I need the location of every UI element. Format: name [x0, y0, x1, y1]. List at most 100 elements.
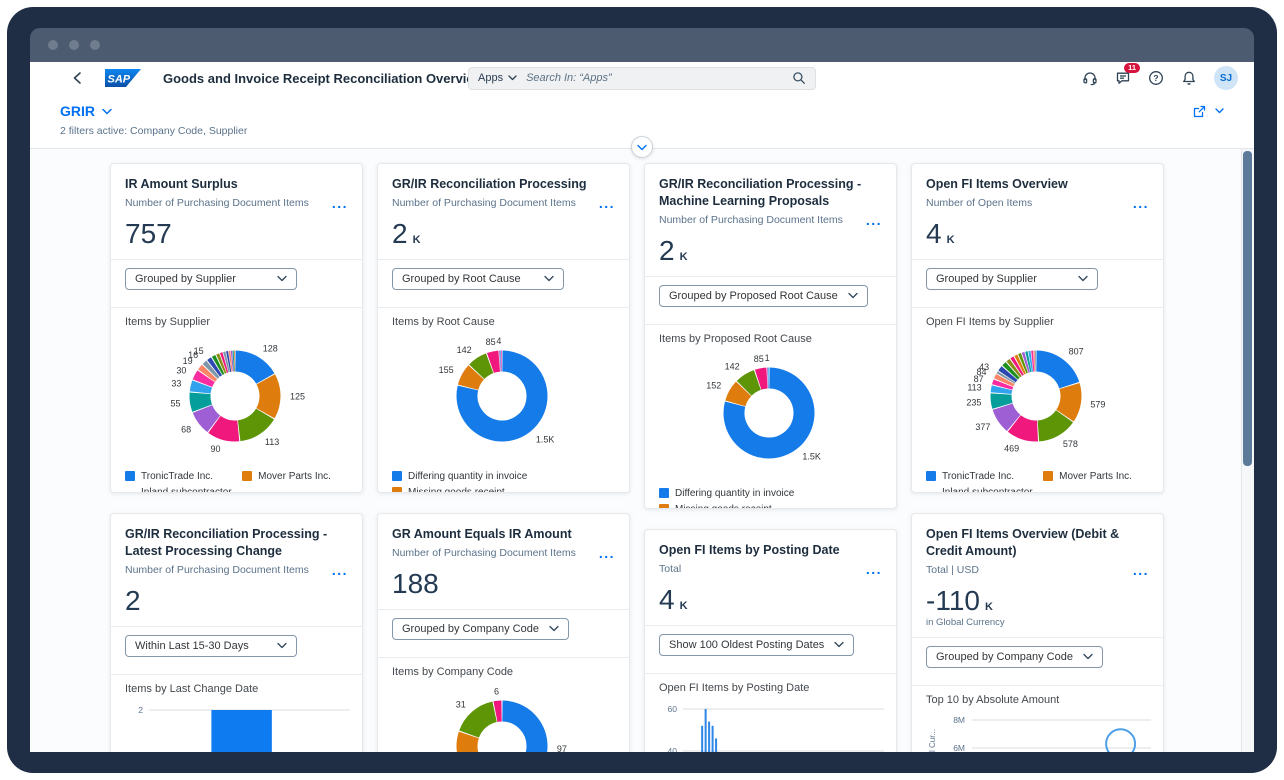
overflow-menu-button[interactable]: ...: [331, 194, 348, 211]
legend-item: TRIMAX World: [1043, 487, 1149, 492]
card-subtitle-row: Number of Purchasing Document Items...: [125, 561, 348, 578]
selected-option-label: Grouped by Proposed Root Cause: [669, 289, 838, 302]
selected-option-label: Grouped by Supplier: [135, 272, 236, 285]
window-control-dot[interactable]: [69, 40, 79, 50]
dropdown-row: Grouped by Company Code: [912, 638, 1163, 676]
chart-section-title: Open FI Items by Supplier: [926, 315, 1054, 328]
user-avatar[interactable]: SJ: [1214, 66, 1238, 90]
card-subtitle: Total: [659, 562, 682, 575]
chart-section: Top 10 by Absolute Amount8M6M4Munt in Gl…: [912, 686, 1163, 752]
sap-logo-icon[interactable]: SAP: [105, 69, 141, 87]
overflow-menu-button[interactable]: ...: [1132, 194, 1149, 211]
share-menu[interactable]: [1192, 104, 1224, 119]
card-subtitle: Number of Purchasing Document Items: [392, 196, 576, 209]
legend-item: TRIMAX World: [242, 487, 348, 492]
svg-text:85: 85: [754, 354, 764, 364]
divider: [378, 258, 629, 260]
legend-color-swatch: [659, 488, 669, 499]
variant-selector[interactable]: GRIR: [60, 103, 112, 119]
svg-text:30: 30: [176, 365, 186, 375]
card-filter-select[interactable]: Within Last 15-30 Days: [125, 634, 297, 657]
collapse-header-button[interactable]: [631, 136, 653, 158]
notifications-bell-icon[interactable]: [1181, 70, 1197, 86]
overflow-menu-button[interactable]: ...: [598, 194, 615, 211]
svg-text:469: 469: [1004, 443, 1019, 453]
card-title: Open FI Items Overview: [926, 177, 1068, 191]
svg-text:19: 19: [183, 356, 193, 366]
card-header: GR/IR Reconciliation Processing Number of…: [378, 164, 629, 250]
search-icon[interactable]: [792, 71, 806, 85]
card-subtitle-row: Total | USD...: [926, 561, 1149, 578]
scrollbar-thumb[interactable]: [1243, 151, 1252, 466]
overflow-menu-button[interactable]: ...: [865, 560, 882, 577]
chevron-down-icon: [544, 276, 554, 282]
kpi-unit: K: [412, 233, 421, 246]
legend-item: Inland subcontractor A, SE: [125, 487, 236, 492]
help-icon[interactable]: ?: [1148, 70, 1164, 86]
overflow-menu-button[interactable]: ...: [865, 211, 882, 228]
chart-section: Items by Company Code9754316: [378, 658, 629, 752]
divider: [111, 673, 362, 675]
card-subtitle-row: Number of Purchasing Document Items...: [392, 544, 615, 561]
overflow-menu-button[interactable]: ...: [1132, 561, 1149, 578]
kpi-value: 2: [659, 234, 675, 266]
app-title-menu[interactable]: Goods and Invoice Receipt Reconciliation…: [163, 71, 501, 86]
dropdown-row: Grouped by Supplier: [111, 260, 362, 298]
back-button[interactable]: [72, 71, 83, 85]
svg-text:16: 16: [188, 350, 198, 360]
kpi-value: 757: [125, 217, 172, 249]
vertical-scrollbar[interactable]: [1241, 149, 1254, 752]
card-subtitle-row: Total...: [659, 560, 882, 577]
bubble-chart: 8M6M4Munt in Global Cur...: [926, 708, 1151, 752]
card-filter-select[interactable]: Grouped by Supplier: [926, 267, 1098, 290]
legend-item: Differing quantity in invoice: [392, 471, 615, 482]
card-filter-select[interactable]: Show 100 Oldest Posting Dates: [659, 633, 855, 656]
share-icon: [1193, 105, 1206, 117]
window-control-dot[interactable]: [48, 40, 58, 50]
kpi-value: 4: [659, 583, 675, 615]
dropdown-row: Grouped by Proposed Root Cause: [645, 277, 896, 315]
svg-text:SAP: SAP: [108, 74, 131, 86]
svg-text:68: 68: [181, 424, 191, 434]
svg-text:142: 142: [725, 361, 740, 371]
chevron-down-icon: [637, 144, 647, 150]
chart-legend: Differing quantity in invoice Missing goo…: [659, 482, 882, 508]
svg-text:579: 579: [1090, 399, 1105, 409]
card-3: GR/IR Reconciliation Processing - Machin…: [644, 163, 897, 509]
card-filter-select[interactable]: Grouped by Company Code: [926, 645, 1103, 668]
svg-text:4: 4: [496, 336, 501, 346]
overflow-menu-button[interactable]: ...: [598, 544, 615, 561]
legend-color-swatch: [392, 487, 402, 492]
page-title: Goods and Invoice Receipt Reconciliation…: [163, 70, 484, 86]
svg-text:60: 60: [668, 704, 678, 714]
divider: [111, 306, 362, 308]
card-8: Open FI Items Overview (Debit & Credit A…: [911, 513, 1164, 752]
chevron-down-icon: [277, 276, 287, 282]
card-filter-select[interactable]: Grouped by Supplier: [125, 267, 297, 290]
card-subtitle-row: Number of Purchasing Document Items...: [659, 211, 882, 228]
svg-text:unt in Global Cur...: unt in Global Cur...: [928, 729, 937, 752]
svg-text:1.5K: 1.5K: [536, 434, 555, 444]
support-headset-icon[interactable]: [1082, 70, 1098, 86]
shell-header: SAP Goods and Invoice Receipt Reconcilia…: [30, 62, 1254, 94]
card-filter-select[interactable]: Grouped by Proposed Root Cause: [659, 284, 868, 307]
dashboard-column: IR Amount Surplus Number of Purchasing Do…: [110, 163, 363, 752]
donut-chart: 1.5K 152 142 85 1: [659, 347, 882, 482]
svg-text:33: 33: [171, 379, 181, 389]
kpi-unit: K: [679, 599, 688, 612]
svg-text:6M: 6M: [953, 743, 965, 752]
divider: [912, 684, 1163, 686]
messages-icon[interactable]: 11: [1115, 63, 1140, 86]
window-control-dot[interactable]: [90, 40, 100, 50]
card-filter-select[interactable]: Grouped by Root Cause: [392, 267, 564, 290]
search-input[interactable]: [524, 71, 785, 85]
svg-text:142: 142: [457, 345, 472, 355]
card-filter-select[interactable]: Grouped by Company Code: [392, 617, 569, 640]
chart-section-title: Items by Last Change Date: [125, 682, 259, 695]
overflow-menu-button[interactable]: ...: [331, 561, 348, 578]
card-5: GR/IR Reconciliation Processing - Latest…: [110, 513, 363, 752]
search-scope-select[interactable]: Apps: [478, 72, 517, 84]
svg-text:?: ?: [1153, 73, 1158, 83]
search-bar[interactable]: Apps: [468, 66, 816, 90]
legend-label: TronicTrade Inc.: [942, 470, 1015, 482]
